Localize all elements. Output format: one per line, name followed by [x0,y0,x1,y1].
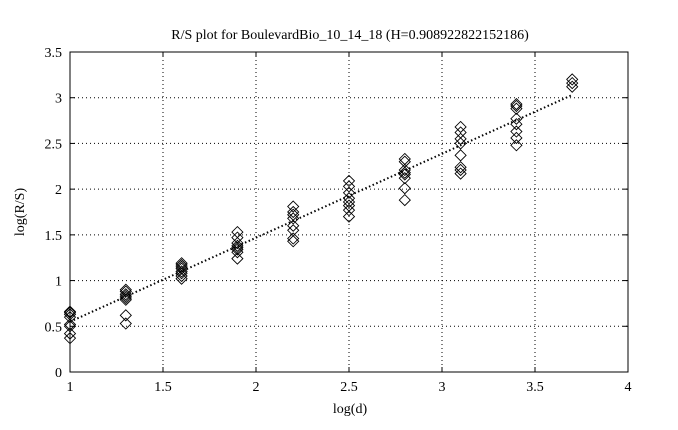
y-tick-label: 1 [55,275,62,290]
data-point-diamond [454,163,467,177]
data-point-diamond [342,174,356,188]
plot-frame [69,51,629,373]
grid [70,52,628,372]
data-point-diamond [510,112,523,125]
data-point-diamond [454,161,467,174]
data-point-diamond [287,235,300,248]
data-point-diamond [231,252,244,265]
data-point-diamond [398,163,411,177]
data-point-diamond [175,267,188,280]
x-tick-label: 3 [439,380,446,395]
x-axis-label: log(d) [333,402,368,417]
data-point-diamond [398,166,411,179]
data-point-diamond [398,168,411,181]
data-point-diamond [119,288,132,301]
data-point-diamond [175,272,188,285]
data-point-diamond [566,80,579,93]
x-tick-label: 1.5 [154,380,172,395]
data-point-diamond [454,167,467,180]
y-tick-label: 3 [55,92,62,107]
data-point-diamond [287,200,300,213]
y-tick-label: 1.5 [45,229,63,244]
data-point-diamond [398,193,411,207]
data-point-diamond [231,236,244,250]
y-axis-label: log(R/S) [13,188,28,237]
data-point-diamond [454,126,467,139]
data-point-diamond [454,120,467,134]
data-point-diamond [175,265,188,278]
data-point-diamond [510,118,523,131]
data-point-diamond [231,231,244,244]
data-point-diamond [510,97,523,111]
data-point-diamond [287,224,300,237]
data-point-diamond [287,205,300,219]
fit-line-layer [69,94,573,323]
data-point-diamond [510,131,523,145]
data-point-diamond [175,269,188,283]
data-point-diamond [175,258,188,272]
x-tick-label: 3.5 [526,380,544,395]
x-tick-label: 4 [625,380,632,395]
data-point-diamond [119,309,132,322]
y-tick-label: 0 [55,366,62,381]
data-point-diamond [287,232,300,245]
axis-ticks: 1 1.5 2 2.5 3 3.5 4 0 0.5 1 1.5 2 2.5 3 3.5 [45,46,632,395]
data-point-diamond [342,210,356,223]
data-point-diamond [510,102,523,115]
data-point-diamond [342,199,356,212]
y-tick-label: 0.5 [45,320,63,335]
data-point-diamond [454,137,467,150]
data-point-diamond [231,246,244,259]
data-point-diamond [342,192,356,205]
x-tick-label: 2 [253,380,260,395]
data-point-diamond [119,317,132,330]
data-point-diamond [510,139,523,152]
data-point-diamond [566,73,579,86]
data-point-diamond [398,152,411,166]
data-point-diamond [398,182,411,195]
data-point-diamond [231,241,244,254]
data-point-diamond [510,99,523,113]
data-point-diamond [287,219,300,232]
data-point-diamond [342,180,356,193]
regression-fit-line [69,94,573,323]
data-point-diamond [342,186,356,199]
y-tick-label: 3.5 [45,46,63,61]
data-point-diamond [175,257,188,270]
chart-title: R/S plot for BoulevardBio_10_14_18 (H=0.… [171,28,529,43]
data-point-diamond [398,155,411,168]
data-points [63,73,579,345]
data-point-diamond [342,204,356,217]
data-point-diamond [119,283,132,296]
x-tick-label: 2.5 [340,380,358,395]
data-point-diamond [231,239,244,252]
data-point-diamond [510,125,523,138]
data-point-diamond [454,149,467,162]
y-tick-label: 2 [55,183,62,198]
y-tick-label: 2.5 [45,137,63,152]
data-point-diamond [231,225,244,239]
x-tick-label: 1 [67,380,74,395]
data-point-diamond [566,76,579,90]
